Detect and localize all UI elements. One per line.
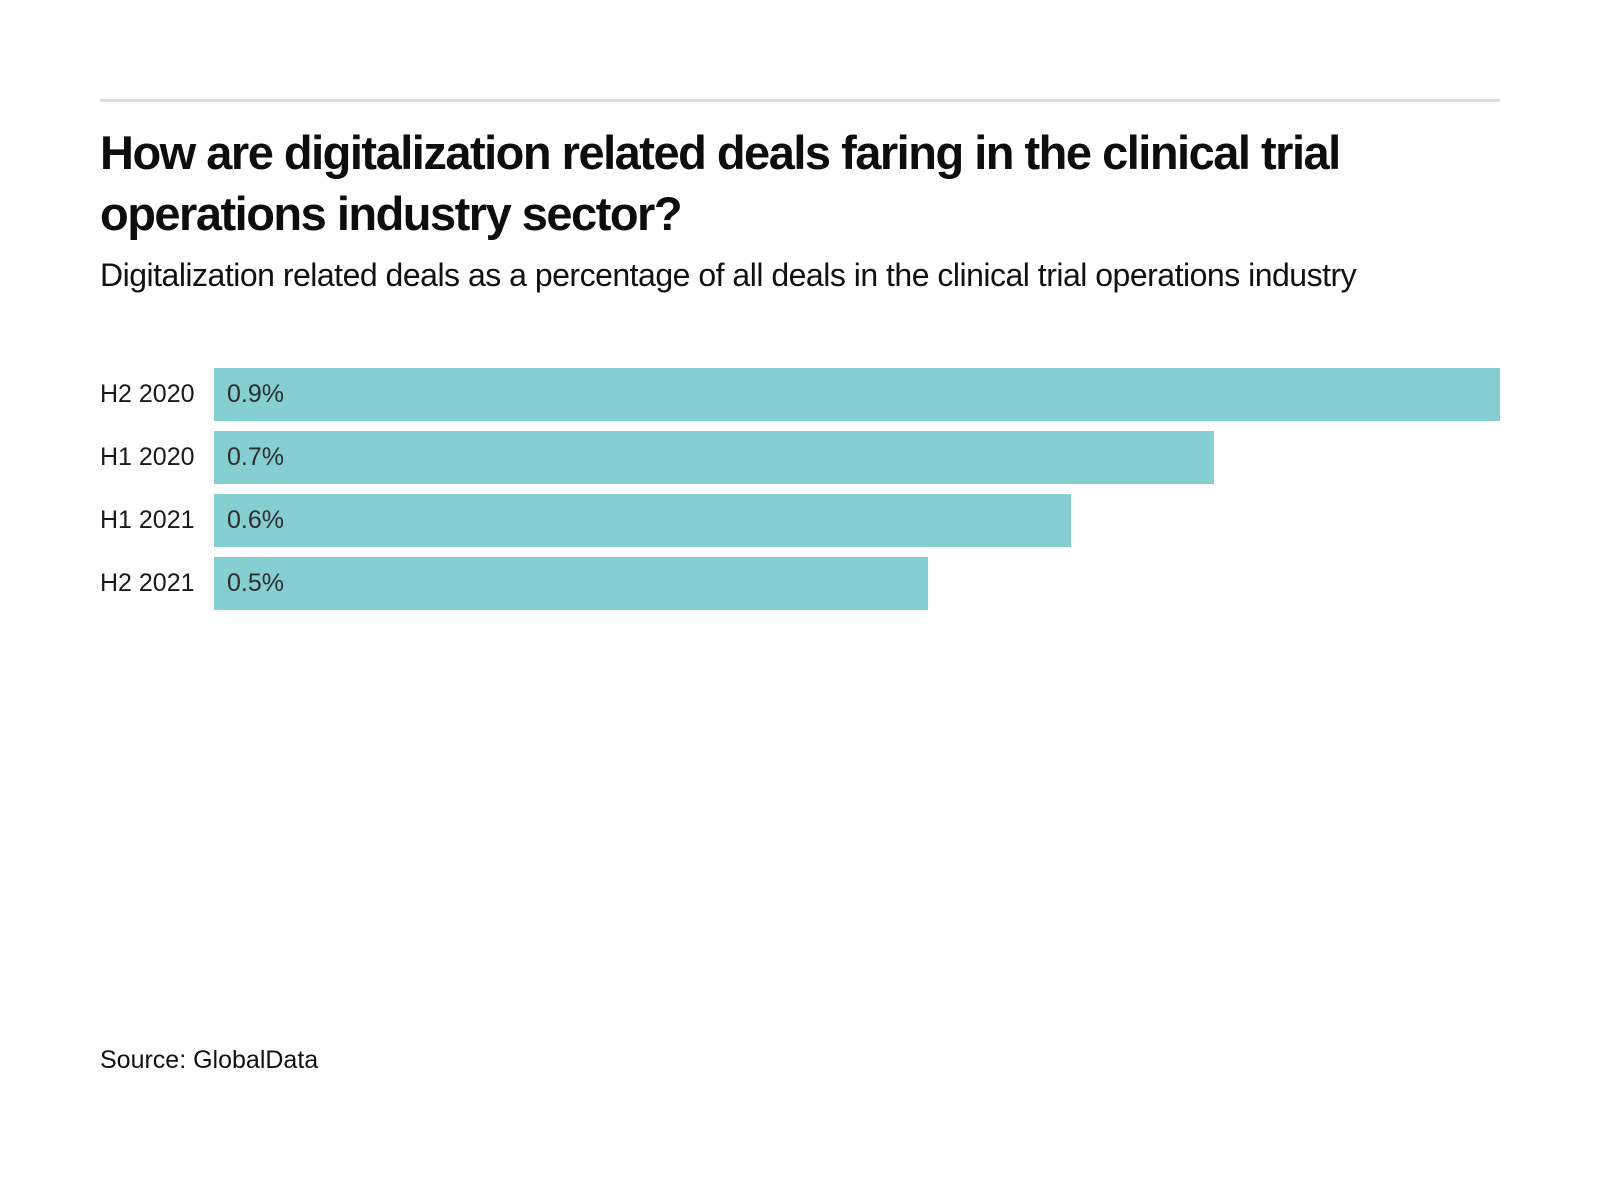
bar-track: 0.6%: [214, 494, 1500, 547]
bar-row: H2 2020 0.9%: [100, 368, 1500, 421]
bar-value-label: 0.7%: [227, 443, 284, 471]
top-divider: [100, 99, 1500, 102]
source-attribution: Source: GlobalData: [100, 1046, 319, 1074]
category-label: H2 2020: [100, 380, 195, 408]
chart-title: How are digitalization related deals far…: [100, 126, 1341, 240]
bar-value-label: 0.6%: [227, 506, 284, 534]
bar-row: H2 2021 0.5%: [100, 557, 1500, 610]
category-label: H2 2021: [100, 569, 195, 597]
chart-content: How are digitalization related deals far…: [100, 0, 1500, 1200]
bar-track: 0.5%: [214, 557, 1500, 610]
bar-row: H1 2021 0.6%: [100, 494, 1500, 547]
category-label: H1 2020: [100, 443, 195, 471]
bar: 0.5%: [214, 557, 929, 610]
bar: 0.6%: [214, 494, 1072, 547]
bar: 0.7%: [214, 431, 1215, 484]
bar-value-label: 0.9%: [227, 380, 284, 408]
bar-track: 0.9%: [214, 368, 1500, 421]
bar-value-label: 0.5%: [227, 569, 284, 597]
category-label: H1 2021: [100, 506, 195, 534]
bar-chart: H2 2020 0.9% H1 2020 0.7% H1 2021: [100, 368, 1500, 620]
bar: 0.9%: [214, 368, 1500, 421]
bar-track: 0.7%: [214, 431, 1500, 484]
bar-row: H1 2020 0.7%: [100, 431, 1500, 484]
chart-subtitle: Digitalization related deals as a percen…: [100, 257, 1357, 293]
